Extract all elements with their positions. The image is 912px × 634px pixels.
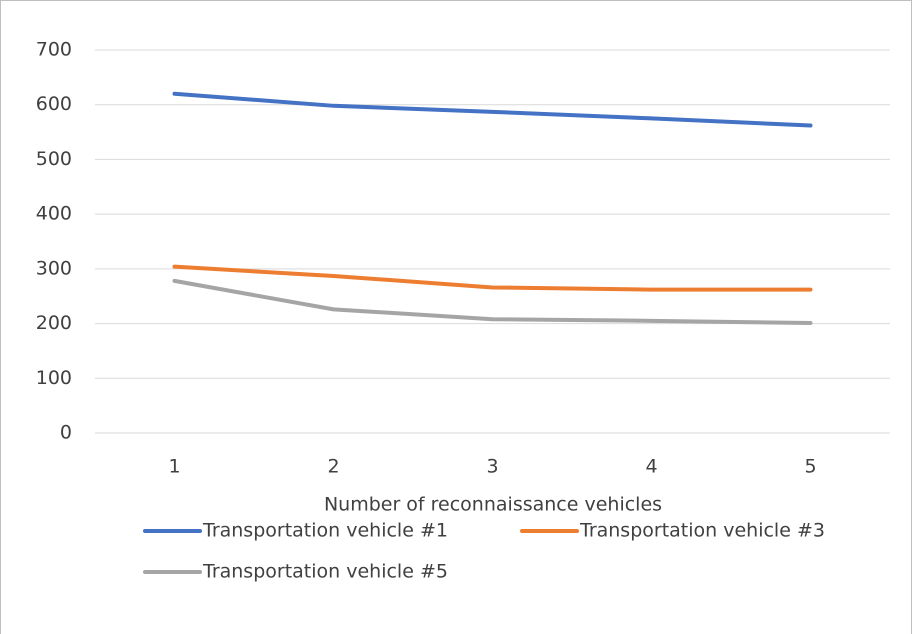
x-axis-label: Number of reconnaissance vehicles	[324, 494, 662, 516]
series-line	[172, 91, 813, 128]
x-tick-label: 4	[645, 456, 657, 478]
y-tick-label: 0	[60, 422, 72, 444]
x-tick-label: 1	[168, 456, 180, 478]
legend-label: Transportation vehicle #5	[202, 561, 448, 583]
y-tick-label: 700	[36, 39, 72, 61]
y-tick-label: 400	[36, 203, 72, 225]
y-tick-label: 200	[36, 312, 72, 334]
y-tick-label: 600	[36, 93, 72, 115]
x-tick-label: 5	[804, 456, 816, 478]
series-line	[172, 264, 813, 292]
series-line	[172, 278, 813, 326]
x-tick-label: 2	[327, 456, 339, 478]
legend-label: Transportation vehicle #1	[202, 520, 448, 542]
y-tick-label: 500	[36, 148, 72, 170]
legend-label: Transportation vehicle #3	[579, 520, 825, 542]
y-tick-label: 100	[36, 367, 72, 389]
x-tick-label: 3	[486, 456, 498, 478]
y-tick-label: 300	[36, 257, 72, 279]
